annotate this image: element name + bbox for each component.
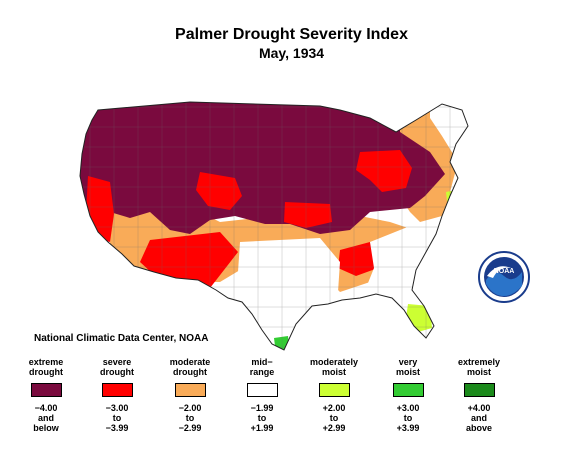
- legend-range: −4.00 and below: [33, 403, 59, 433]
- region-florida-moist: [406, 304, 432, 332]
- legend-range: −1.99 to +1.99: [250, 403, 274, 433]
- legend-label: extreme drought: [28, 357, 64, 377]
- legend-range: −3.00 to −3.99: [105, 403, 129, 433]
- us-outline: [79, 101, 469, 351]
- legend-swatch: [174, 383, 206, 397]
- noaa-logo: NOAA: [478, 251, 530, 303]
- legend-label: severe drought: [100, 357, 134, 377]
- region-rockies-severe: [196, 172, 242, 210]
- legend-swatch: [318, 383, 350, 397]
- region-delmarva-moist: [446, 190, 458, 210]
- legend-range: +3.00 to +3.99: [396, 403, 420, 433]
- legend-item: moderate drought −2.00 to −2.99: [155, 355, 225, 433]
- us-drought-map: [79, 101, 469, 351]
- legend: extreme drought −4.00 and below severe drought…: [0, 355, 583, 452]
- legend-label: extremely moist: [457, 357, 501, 377]
- legend-label: moderately moist: [309, 357, 359, 377]
- credit-text: National Climatic Data Center, NOAA: [34, 333, 209, 344]
- region-texas-midrange: [238, 238, 340, 332]
- legend-item: extremely moist +4.00 and above: [444, 355, 514, 433]
- legend-swatch: [392, 383, 424, 397]
- legend-label: mid− range: [249, 357, 275, 377]
- region-southwest-severe: [140, 232, 238, 288]
- legend-label: very moist: [395, 357, 420, 377]
- region-great-lakes-severe: [356, 150, 412, 192]
- legend-swatch: [246, 383, 278, 397]
- legend-swatch: [101, 383, 133, 397]
- region-southeast-midrange: [366, 216, 442, 300]
- legend-label: moderate drought: [169, 357, 211, 377]
- legend-swatch: [463, 383, 495, 397]
- region-mid-severe: [284, 202, 332, 228]
- legend-item: mid− range −1.99 to +1.99: [227, 355, 297, 433]
- legend-range: −2.00 to −2.99: [178, 403, 202, 433]
- legend-item: severe drought −3.00 to −3.99: [82, 355, 152, 433]
- region-west-extreme: [80, 102, 445, 234]
- legend-range: +4.00 and above: [465, 403, 492, 433]
- map-subtitle: May, 1934: [258, 45, 325, 61]
- legend-swatch: [30, 383, 62, 397]
- legend-range: +2.00 to +2.99: [322, 403, 346, 433]
- map-title: Palmer Drought Severity Index: [175, 26, 408, 43]
- legend-item: extreme drought −4.00 and below: [11, 355, 81, 433]
- region-south-severe: [338, 242, 378, 276]
- noaa-logo-text: NOAA: [494, 268, 515, 275]
- legend-item: moderately moist +2.00 to +2.99: [299, 355, 369, 433]
- legend-item: very moist +3.00 to +3.99: [373, 355, 443, 433]
